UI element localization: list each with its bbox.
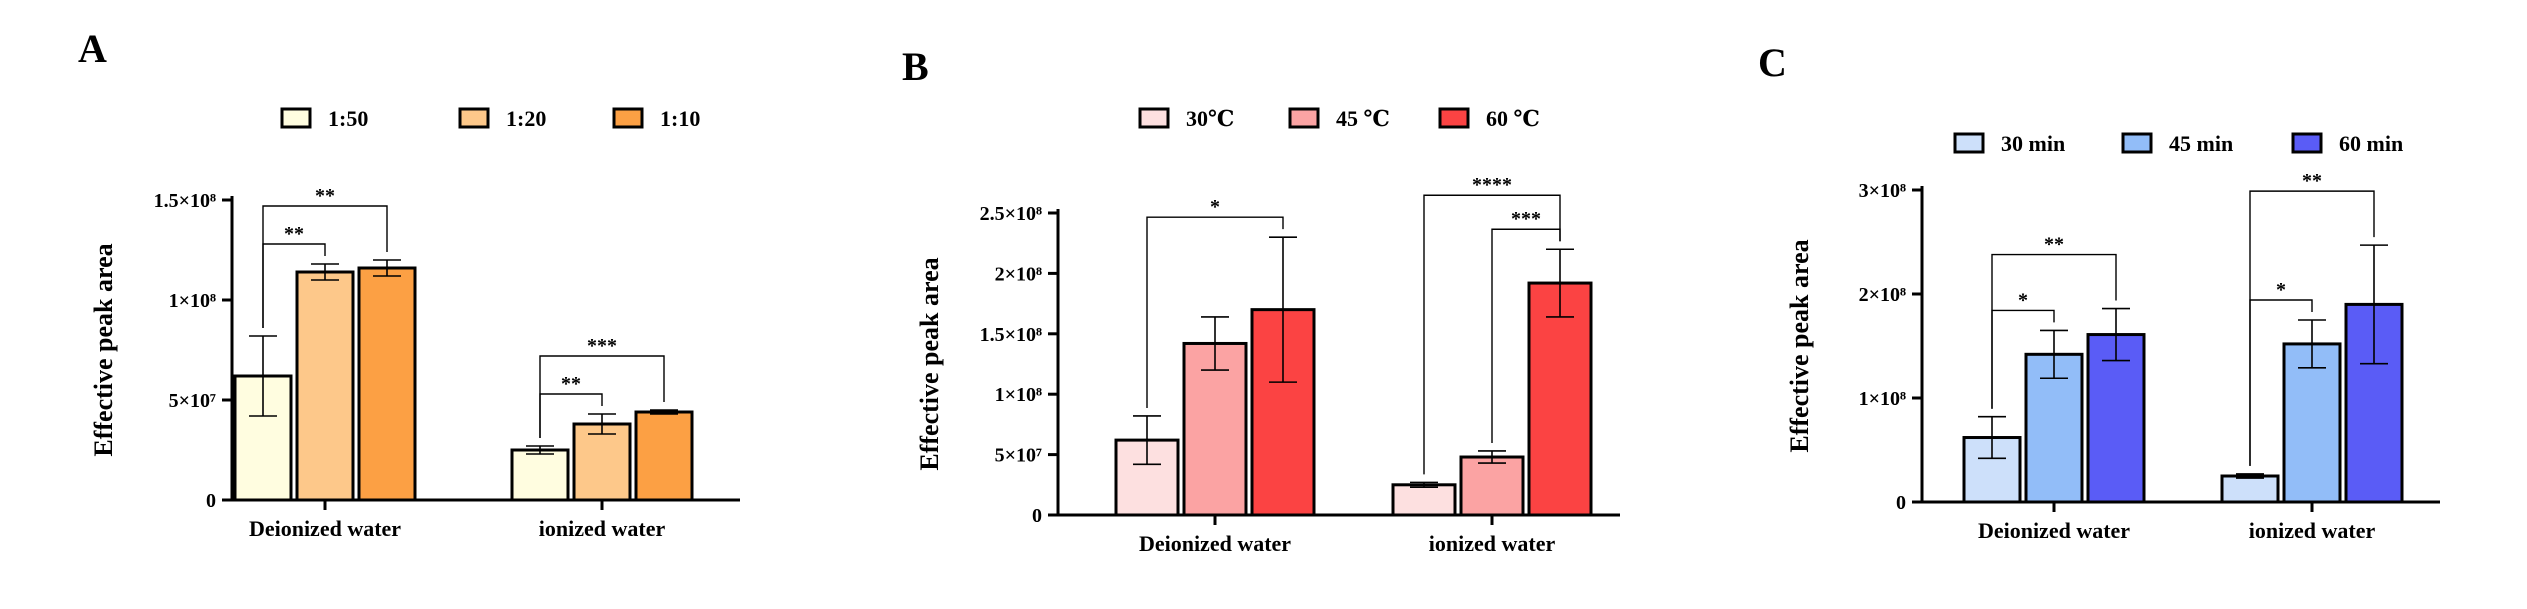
bar — [295, 270, 355, 502]
bar — [1459, 455, 1525, 517]
significance-bracket — [1991, 253, 2117, 409]
bar — [572, 422, 632, 502]
significance-label: * — [2018, 289, 2028, 311]
y-tick-label: 2×10⁸ — [995, 263, 1042, 285]
legend-swatch — [280, 107, 312, 129]
legend-swatch — [612, 107, 644, 129]
significance-label: ** — [561, 373, 581, 395]
panel-letter: B — [902, 44, 929, 89]
y-axis-label: Effective peak area — [1785, 239, 1814, 452]
significance-bracket — [2249, 190, 2375, 466]
bar — [2220, 474, 2280, 504]
panel-letter: C — [1758, 40, 1787, 85]
significance-label: * — [2276, 279, 2286, 301]
legend-label: 1:20 — [506, 106, 546, 131]
significance-label: ** — [284, 223, 304, 245]
panel-letter: A — [78, 26, 107, 71]
y-axis-label: Effective peak area — [915, 257, 944, 470]
y-tick-label: 2×10⁸ — [1859, 284, 1906, 306]
legend-swatch — [458, 107, 490, 129]
significance-label: *** — [587, 335, 617, 357]
bar — [510, 448, 570, 502]
legend-swatch — [2121, 132, 2153, 154]
significance-label: ** — [2044, 234, 2064, 256]
significance-label: *** — [1511, 208, 1541, 230]
panel-c: C Effective peak area 0 1×10⁸ 2×10⁸ 3×10⁸ Deio… — [1758, 40, 2440, 543]
y-tick-label: 1.5×10⁸ — [980, 324, 1042, 346]
y-tick-label: 1×10⁸ — [169, 290, 216, 312]
legend-label: 1:50 — [328, 106, 368, 131]
legend-swatch — [1138, 107, 1170, 129]
y-tick-label: 1.5×10⁸ — [154, 190, 216, 212]
legend-swatch — [1953, 132, 1985, 154]
significance-label: * — [1210, 196, 1220, 218]
y-tick-label: 0 — [1896, 492, 1906, 514]
panel-a: A Effective peak area 0 5×10⁷ 1×10⁸ 1.5×10⁸ De… — [78, 26, 740, 541]
y-tick-label: 1×10⁸ — [1859, 388, 1906, 410]
x-category-label: ionized water — [1429, 531, 1556, 556]
significance-bracket — [262, 205, 388, 328]
legend-swatch — [1288, 107, 1320, 129]
y-tick-label: 5×10⁷ — [995, 445, 1042, 467]
bar — [2282, 342, 2342, 504]
y-tick-label: 2.5×10⁸ — [980, 203, 1042, 225]
significance-bracket — [539, 355, 665, 438]
bar — [634, 410, 694, 502]
bar — [1391, 483, 1457, 517]
significance-label: ** — [2302, 170, 2322, 192]
significance-bracket — [1146, 216, 1284, 408]
x-category-label: Deionized water — [1978, 518, 2130, 543]
panel-b: B Effective peak area 0 5×10⁷ 1×10⁸ 1.5×10⁸ 2×… — [902, 44, 1620, 556]
y-tick-label: 3×10⁸ — [1859, 180, 1906, 202]
significance-label: ** — [315, 185, 335, 207]
legend-label: 1:10 — [660, 106, 700, 131]
y-tick-label: 0 — [1032, 505, 1042, 527]
x-category-label: ionized water — [539, 516, 666, 541]
legend-swatch — [2291, 132, 2323, 154]
legend-label: 60 ℃ — [1486, 106, 1540, 131]
significance-bracket — [1423, 194, 1561, 475]
y-tick-label: 0 — [206, 490, 216, 512]
legend-label: 60 min — [2339, 131, 2403, 156]
legend-label: 30℃ — [1186, 106, 1234, 131]
y-tick-label: 5×10⁷ — [169, 390, 216, 412]
y-tick-label: 1×10⁸ — [995, 384, 1042, 406]
legend-label: 45 min — [2169, 131, 2233, 156]
x-category-label: ionized water — [2249, 518, 2376, 543]
significance-label: **** — [1472, 174, 1512, 196]
x-category-label: Deionized water — [249, 516, 401, 541]
legend-label: 30 min — [2001, 131, 2065, 156]
legend-swatch — [1438, 107, 1470, 129]
y-axis-label: Effective peak area — [89, 243, 118, 456]
x-category-label: Deionized water — [1139, 531, 1291, 556]
bar — [357, 266, 417, 502]
legend-label: 45 ℃ — [1336, 106, 1390, 131]
bar — [1527, 281, 1593, 517]
